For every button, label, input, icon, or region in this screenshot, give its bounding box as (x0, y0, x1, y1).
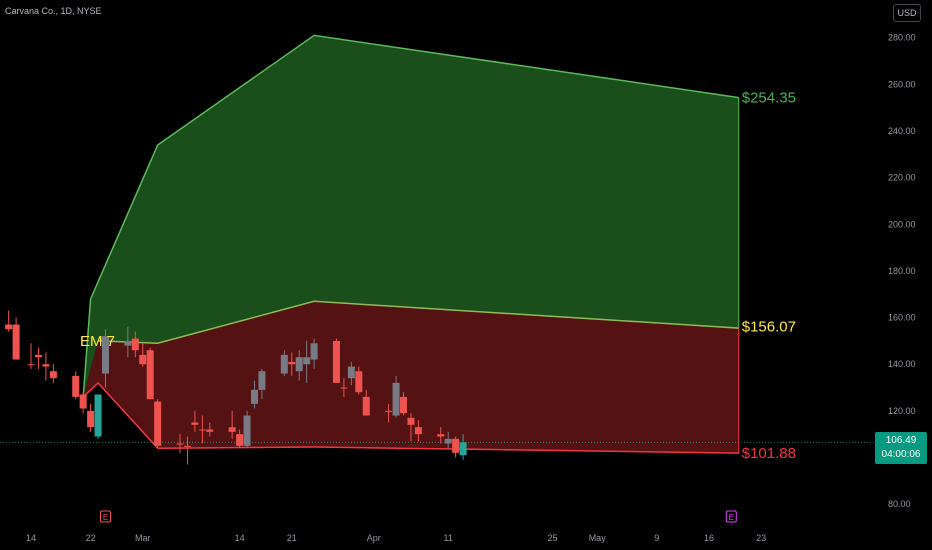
candle-body (87, 410, 95, 428)
candle-body (258, 371, 266, 390)
candle-body (400, 396, 407, 414)
candle-body (288, 361, 296, 365)
candle-body (355, 371, 363, 393)
candle-body (407, 417, 415, 425)
upper-band-area (83, 35, 739, 397)
candle-body (347, 366, 355, 379)
y-axis-tick-label: 180.00 (888, 266, 916, 276)
candle-body (42, 364, 50, 367)
x-axis-tick-label: Apr (367, 533, 381, 543)
y-axis-tick-label: 280.00 (888, 33, 916, 43)
candle-body (332, 340, 340, 383)
candle-body (206, 429, 214, 432)
candle-body (437, 434, 445, 437)
candle-body (228, 427, 236, 432)
y-axis-tick-label: 260.00 (888, 79, 916, 89)
candle-body (49, 371, 57, 379)
x-axis-tick-label: 22 (86, 533, 96, 543)
upper-envelope-line (82, 34, 739, 397)
last-price: 106.49 (885, 435, 917, 446)
earnings-marker-label: E (103, 513, 108, 522)
x-axis-tick-label: 16 (704, 533, 714, 543)
y-axis-tick-label: 240.00 (888, 126, 916, 136)
candle-body (146, 350, 154, 400)
candle-body (27, 364, 35, 366)
candle-body (12, 324, 20, 360)
x-axis-tick-label: 23 (756, 533, 766, 543)
candle-body (452, 438, 460, 453)
candle-body (79, 394, 87, 409)
candle-body (251, 389, 258, 404)
x-axis-tick-label: Mar (135, 533, 151, 543)
middle-target-label: $156.07 (742, 319, 796, 336)
x-axis-tick-label: 21 (287, 533, 297, 543)
last-price-tag: 106.49 04:00:06 (875, 432, 927, 464)
x-axis-tick-label: 14 (235, 533, 245, 543)
bar-countdown: 04:00:06 (881, 449, 921, 460)
candle-body (340, 387, 348, 389)
earnings-marker[interactable] (725, 510, 737, 523)
candle-body (34, 354, 42, 358)
lower-target-label: $101.88 (742, 445, 796, 462)
x-axis-tick-label: May (589, 533, 607, 543)
y-axis-tick-label: 120.00 (888, 406, 916, 416)
candle-body (102, 336, 109, 374)
candle-body (198, 429, 206, 431)
candle-body (236, 434, 244, 446)
candle-body (154, 401, 162, 446)
candle-body (310, 343, 318, 360)
y-axis-tick-label: 80.00 (888, 499, 911, 509)
candle-body (139, 354, 147, 365)
candle-body (94, 394, 102, 437)
candle-body (392, 382, 400, 416)
candle-body (5, 324, 13, 330)
candle-body (280, 354, 288, 374)
candle-body (131, 338, 139, 351)
candle-body (72, 375, 80, 397)
candle-body (176, 443, 184, 445)
candle-body (183, 445, 191, 447)
candle-body (243, 415, 251, 446)
x-axis-tick-label: 11 (444, 533, 453, 543)
candle-body (124, 340, 132, 346)
candle-body (191, 422, 199, 425)
x-axis-tick-label: 9 (654, 533, 659, 543)
candle-body (295, 357, 303, 372)
y-axis-tick-label: 140.00 (888, 359, 916, 369)
y-axis-tick-label: 220.00 (888, 173, 916, 183)
currency-button[interactable]: USD (893, 4, 921, 22)
candle-body (362, 396, 370, 416)
candle-body (385, 410, 393, 412)
candle-body (459, 442, 467, 456)
x-axis-tick-label: 25 (547, 533, 557, 543)
symbol-title: Carvana Co., 1D, NYSE (5, 6, 102, 16)
x-axis-tick-label: 14 (26, 533, 36, 543)
candle-body (444, 438, 452, 444)
candle-body (414, 427, 422, 435)
earnings-marker[interactable] (100, 510, 111, 523)
y-axis-tick-label: 200.00 (888, 219, 916, 229)
expected-move-label: EM 7 (80, 333, 115, 350)
upper-target-label: $254.35 (742, 90, 796, 107)
earnings-marker-label: E (729, 513, 734, 522)
y-axis-tick-label: 160.00 (888, 313, 916, 323)
candle-body (303, 357, 311, 365)
